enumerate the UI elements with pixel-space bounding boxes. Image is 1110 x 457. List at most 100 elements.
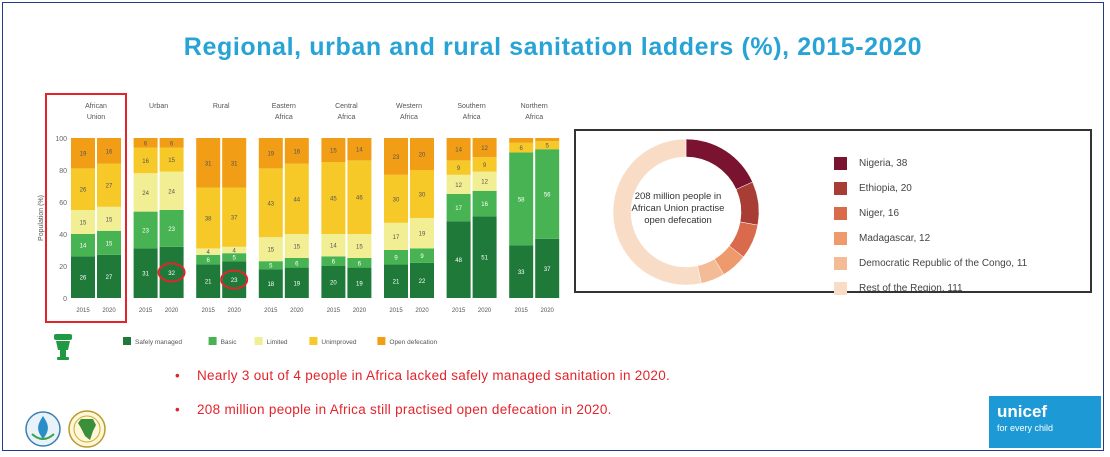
data-label: 9 — [483, 163, 487, 169]
data-label: 14 — [80, 244, 87, 250]
bar-segment — [410, 170, 434, 218]
data-label: 15 — [267, 248, 274, 254]
data-label: 23 — [393, 155, 400, 161]
legend-label: Niger, 16 — [859, 208, 900, 219]
y-tick-label: 40 — [59, 232, 67, 239]
bar-segment — [222, 138, 247, 188]
data-label: 6 — [332, 260, 336, 266]
toilet-icon — [54, 334, 72, 360]
data-label: 15 — [293, 245, 300, 251]
bar-segment — [472, 138, 497, 158]
legend-item: Rest of the Region, 111 — [834, 276, 1027, 301]
bar-segment — [446, 174, 471, 194]
bar-segment — [321, 234, 346, 257]
group-label: Africa — [337, 114, 355, 121]
highlight-circle — [220, 269, 249, 290]
data-label: 45 — [330, 197, 337, 203]
x-tick-label: 2020 — [290, 308, 304, 314]
group-label: Central — [335, 103, 358, 110]
data-label: 56 — [544, 193, 551, 199]
data-label: 6 — [170, 141, 174, 147]
donut-slice — [612, 138, 702, 286]
data-label: 31 — [205, 161, 212, 167]
bar-segment — [472, 190, 497, 217]
data-label: 31 — [231, 161, 238, 167]
data-label: 48 — [455, 258, 462, 264]
data-label: 16 — [106, 149, 113, 155]
bar-segment — [535, 149, 560, 239]
bar-segment — [446, 221, 471, 298]
data-label: 33 — [518, 270, 525, 276]
bar-segment — [258, 261, 283, 270]
bar-segment — [446, 138, 471, 161]
partner-logos — [25, 410, 106, 448]
group-label: Urban — [149, 103, 168, 110]
highlight-circle — [157, 262, 186, 283]
bar-segment — [97, 254, 121, 298]
bar-segment — [97, 206, 121, 231]
bar-segment — [410, 138, 434, 170]
donut-slice — [685, 138, 753, 190]
legend-item: Niger, 16 — [834, 201, 1027, 226]
bar-segment — [535, 138, 560, 142]
legend-swatch — [834, 207, 847, 220]
bar-segment — [222, 261, 247, 298]
bar-segment — [97, 230, 121, 255]
x-tick-label: 2020 — [353, 308, 367, 314]
bar-segment — [321, 256, 346, 266]
bar-segment — [535, 238, 560, 298]
data-label: 6 — [358, 261, 362, 267]
bar-segment — [196, 138, 221, 188]
legend-swatch — [254, 337, 263, 345]
legend-label: Ethiopia, 20 — [859, 183, 912, 194]
data-label: 5 — [233, 256, 237, 262]
bar-segment — [284, 258, 309, 268]
bar-segment — [196, 187, 221, 249]
bar-segment — [347, 234, 372, 258]
bullet-item: • Nearly 3 out of 4 people in Africa lack… — [175, 368, 671, 383]
data-label: 15 — [106, 217, 113, 223]
bar-segment — [133, 173, 158, 212]
x-tick-label: 2020 — [478, 308, 492, 314]
group-label: Union — [87, 114, 105, 121]
bar-segment — [509, 142, 534, 153]
x-tick-label: 2015 — [264, 308, 278, 314]
group-label: African — [85, 103, 107, 110]
data-label: 38 — [205, 217, 212, 223]
key-messages: • Nearly 3 out of 4 people in Africa lack… — [175, 368, 670, 436]
data-label: 30 — [419, 193, 426, 199]
x-tick-label: 2015 — [76, 308, 90, 314]
bar-segment — [472, 157, 497, 172]
legend-label: Democratic Republic of the Congo, 11 — [859, 258, 1028, 269]
legend-label: Basic — [221, 339, 238, 346]
data-label: 23 — [168, 227, 175, 233]
data-label: 5 — [546, 144, 550, 150]
x-tick-label: 2015 — [202, 308, 216, 314]
bar-segment — [159, 246, 184, 298]
legend-item: Nigeria, 38 — [834, 151, 1027, 176]
bar-segment — [133, 211, 158, 249]
legend-label: Rest of the Region, 111 — [859, 283, 963, 294]
bar-segment — [284, 267, 309, 298]
bar-segment — [410, 218, 434, 249]
bar-segment — [321, 162, 346, 234]
legend-label: Safely managed — [135, 339, 182, 346]
data-label: 26 — [80, 188, 87, 194]
unicef-logo: unicef for every child — [989, 396, 1101, 448]
bar-segment — [410, 248, 434, 263]
african-union-emblem — [68, 410, 106, 448]
group-label: Africa — [400, 114, 418, 121]
bar-segment — [222, 253, 247, 262]
donut-legend: Nigeria, 38 Ethiopia, 20 Niger, 16 Madagasc… — [834, 151, 1027, 301]
donut-slice — [735, 181, 760, 226]
bar-segment — [472, 171, 497, 191]
bar-segment — [509, 138, 534, 143]
data-label: 44 — [293, 197, 300, 203]
data-label: 12 — [481, 146, 488, 152]
data-label: 14 — [330, 244, 337, 250]
african-water-facility-logo — [25, 411, 61, 447]
data-label: 9 — [420, 254, 424, 260]
data-label: 37 — [544, 267, 551, 273]
y-tick-label: 20 — [59, 264, 67, 271]
bar-segment — [71, 168, 95, 210]
